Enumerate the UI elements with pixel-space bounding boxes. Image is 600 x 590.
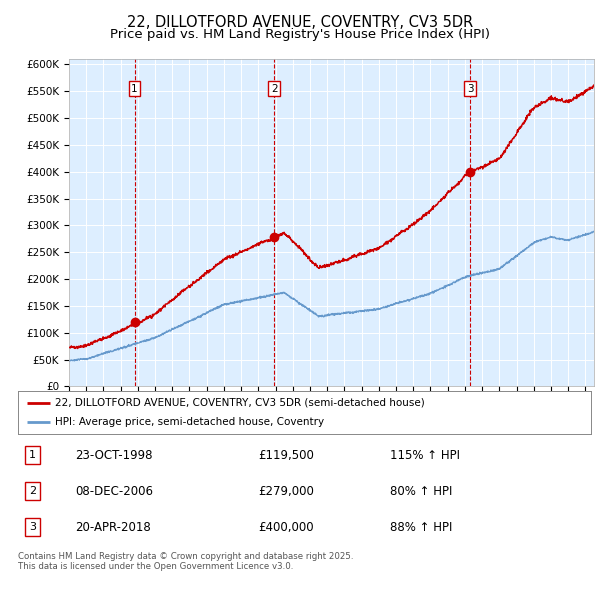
Text: Price paid vs. HM Land Registry's House Price Index (HPI): Price paid vs. HM Land Registry's House …	[110, 28, 490, 41]
Text: 1: 1	[29, 450, 36, 460]
Text: 08-DEC-2006: 08-DEC-2006	[76, 484, 154, 498]
Text: 20-APR-2018: 20-APR-2018	[76, 521, 151, 534]
Text: 2: 2	[271, 84, 278, 94]
Text: £119,500: £119,500	[259, 448, 314, 461]
Text: 88% ↑ HPI: 88% ↑ HPI	[391, 521, 453, 534]
Text: £279,000: £279,000	[259, 484, 314, 498]
Text: 22, DILLOTFORD AVENUE, COVENTRY, CV3 5DR: 22, DILLOTFORD AVENUE, COVENTRY, CV3 5DR	[127, 15, 473, 30]
Text: £400,000: £400,000	[259, 521, 314, 534]
Text: 3: 3	[29, 522, 36, 532]
Text: 80% ↑ HPI: 80% ↑ HPI	[391, 484, 453, 498]
Text: 3: 3	[467, 84, 473, 94]
Text: 1: 1	[131, 84, 138, 94]
Text: HPI: Average price, semi-detached house, Coventry: HPI: Average price, semi-detached house,…	[55, 417, 325, 427]
Text: 23-OCT-1998: 23-OCT-1998	[76, 448, 153, 461]
Text: Contains HM Land Registry data © Crown copyright and database right 2025.
This d: Contains HM Land Registry data © Crown c…	[18, 552, 353, 571]
Text: 115% ↑ HPI: 115% ↑ HPI	[391, 448, 460, 461]
Text: 2: 2	[29, 486, 36, 496]
Text: 22, DILLOTFORD AVENUE, COVENTRY, CV3 5DR (semi-detached house): 22, DILLOTFORD AVENUE, COVENTRY, CV3 5DR…	[55, 398, 425, 408]
